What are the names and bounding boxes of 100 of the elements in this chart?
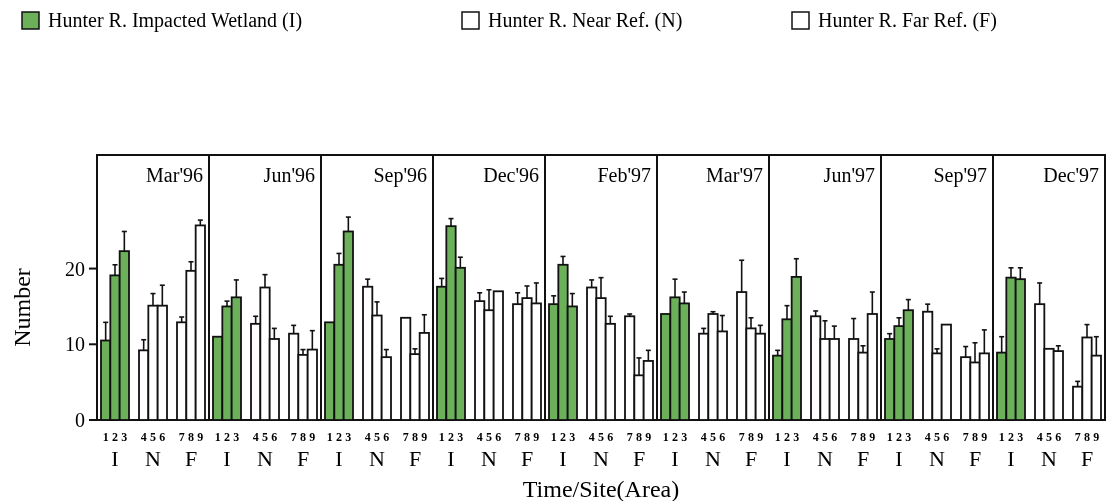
text: I [335, 446, 343, 471]
x-tick-label: 3 [1017, 430, 1024, 444]
x-tick-label: 9 [981, 430, 988, 444]
text: F [1080, 446, 1094, 471]
x-tick-label: 2 [112, 430, 118, 444]
x-tick-label: 1 [662, 430, 669, 444]
annotation: Dec'96 [483, 164, 539, 186]
x-tick-label: 8 [524, 430, 530, 444]
x-tick-label: 3 [569, 430, 576, 444]
x-tick-label: 7 [1074, 430, 1081, 444]
x-tick-label: 2 [448, 430, 454, 444]
annotation: Mar'97 [706, 164, 763, 186]
y-tick-label: 10 [65, 333, 85, 356]
text: I [447, 446, 455, 471]
x-tick-label: 9 [197, 430, 204, 444]
x-tick-label: 8 [636, 430, 642, 444]
x-tick-label: 4 [476, 430, 483, 444]
x-tick-label: 5 [934, 430, 940, 444]
x-tick-label: 5 [486, 430, 492, 444]
x-tick-label: 8 [412, 430, 418, 444]
x-tick-label: 7 [290, 430, 297, 444]
x-tick-label: 6 [1055, 430, 1062, 444]
annotation: Sep'96 [373, 164, 427, 187]
x-tick-label: 4 [364, 430, 371, 444]
x-tick-label: 2 [560, 430, 566, 444]
text: N [817, 446, 834, 471]
annotation: Dec'97 [1043, 164, 1099, 186]
x-tick-label: 1 [214, 430, 221, 444]
text: F [296, 446, 310, 471]
x-tick-label: 9 [645, 430, 652, 444]
x-tick-label: 6 [831, 430, 838, 444]
text: F [856, 446, 870, 471]
text: N [369, 446, 386, 471]
x-tick-label: 1 [774, 430, 781, 444]
text: N [705, 446, 722, 471]
legend-label: Hunter R. Near Ref. (N) [488, 9, 683, 32]
x-tick-label: 5 [598, 430, 604, 444]
x-tick-label: 2 [672, 430, 678, 444]
x-tick-label: 3 [121, 430, 128, 444]
x-tick-label: 1 [438, 430, 445, 444]
annotation: Jun'97 [823, 164, 875, 186]
x-tick-label: 4 [924, 430, 931, 444]
text: I [895, 446, 903, 471]
text: N [481, 446, 498, 471]
annotation: Sep'97 [933, 164, 987, 187]
x-tick-label: 5 [374, 430, 380, 444]
x-tick-label: 9 [309, 430, 316, 444]
x-tick-label: 7 [962, 430, 969, 444]
text: I [1007, 446, 1015, 471]
x-tick-label: 3 [457, 430, 464, 444]
x-tick-label: 2 [1008, 430, 1014, 444]
x-tick-label: 2 [224, 430, 230, 444]
x-tick-label: 9 [421, 430, 428, 444]
x-tick-label: 7 [626, 430, 633, 444]
x-tick-label: 6 [159, 430, 166, 444]
x-tick-label: 5 [150, 430, 156, 444]
x-tick-label: 4 [252, 430, 259, 444]
x-tick-label: 3 [233, 430, 240, 444]
x-tick-label: 1 [886, 430, 893, 444]
x-tick-label: 6 [271, 430, 278, 444]
x-tick-label: 4 [588, 430, 595, 444]
text: N [1041, 446, 1058, 471]
x-tick-label: 4 [700, 430, 707, 444]
text: F [408, 446, 422, 471]
x-tick-label: 7 [514, 430, 521, 444]
x-tick-label: 5 [822, 430, 828, 444]
x-tick-label: 5 [1046, 430, 1052, 444]
x-tick-label: 1 [326, 430, 333, 444]
text: I [783, 446, 791, 471]
text: N [929, 446, 946, 471]
text: F [184, 446, 198, 471]
y-tick-label: 20 [65, 257, 85, 280]
legend-label: Hunter R. Far Ref. (F) [818, 9, 997, 32]
x-tick-label: 3 [905, 430, 912, 444]
x-tick-label: 7 [738, 430, 745, 444]
text: N [593, 446, 610, 471]
text: I [671, 446, 679, 471]
x-tick-label: 8 [300, 430, 306, 444]
x-tick-label: 8 [748, 430, 754, 444]
x-tick-label: 7 [178, 430, 185, 444]
x-tick-label: 7 [402, 430, 409, 444]
x-tick-label: 6 [383, 430, 390, 444]
x-tick-label: 7 [850, 430, 857, 444]
x-tick-label: 6 [607, 430, 614, 444]
x-tick-label: 3 [345, 430, 352, 444]
x-tick-label: 5 [710, 430, 716, 444]
x-tick-label: 8 [972, 430, 978, 444]
annotation: Mar'96 [146, 164, 203, 186]
text: I [111, 446, 119, 471]
text: N [257, 446, 274, 471]
x-tick-label: 8 [860, 430, 866, 444]
x-tick-label: 1 [550, 430, 557, 444]
x-tick-label: 4 [812, 430, 819, 444]
x-tick-label: 4 [1036, 430, 1043, 444]
x-tick-label: 9 [869, 430, 876, 444]
x-tick-label: 5 [262, 430, 268, 444]
y-tick-label: 0 [75, 409, 85, 431]
x-tick-label: 6 [943, 430, 950, 444]
x-tick-label: 9 [533, 430, 540, 444]
x-tick-label: 3 [681, 430, 688, 444]
